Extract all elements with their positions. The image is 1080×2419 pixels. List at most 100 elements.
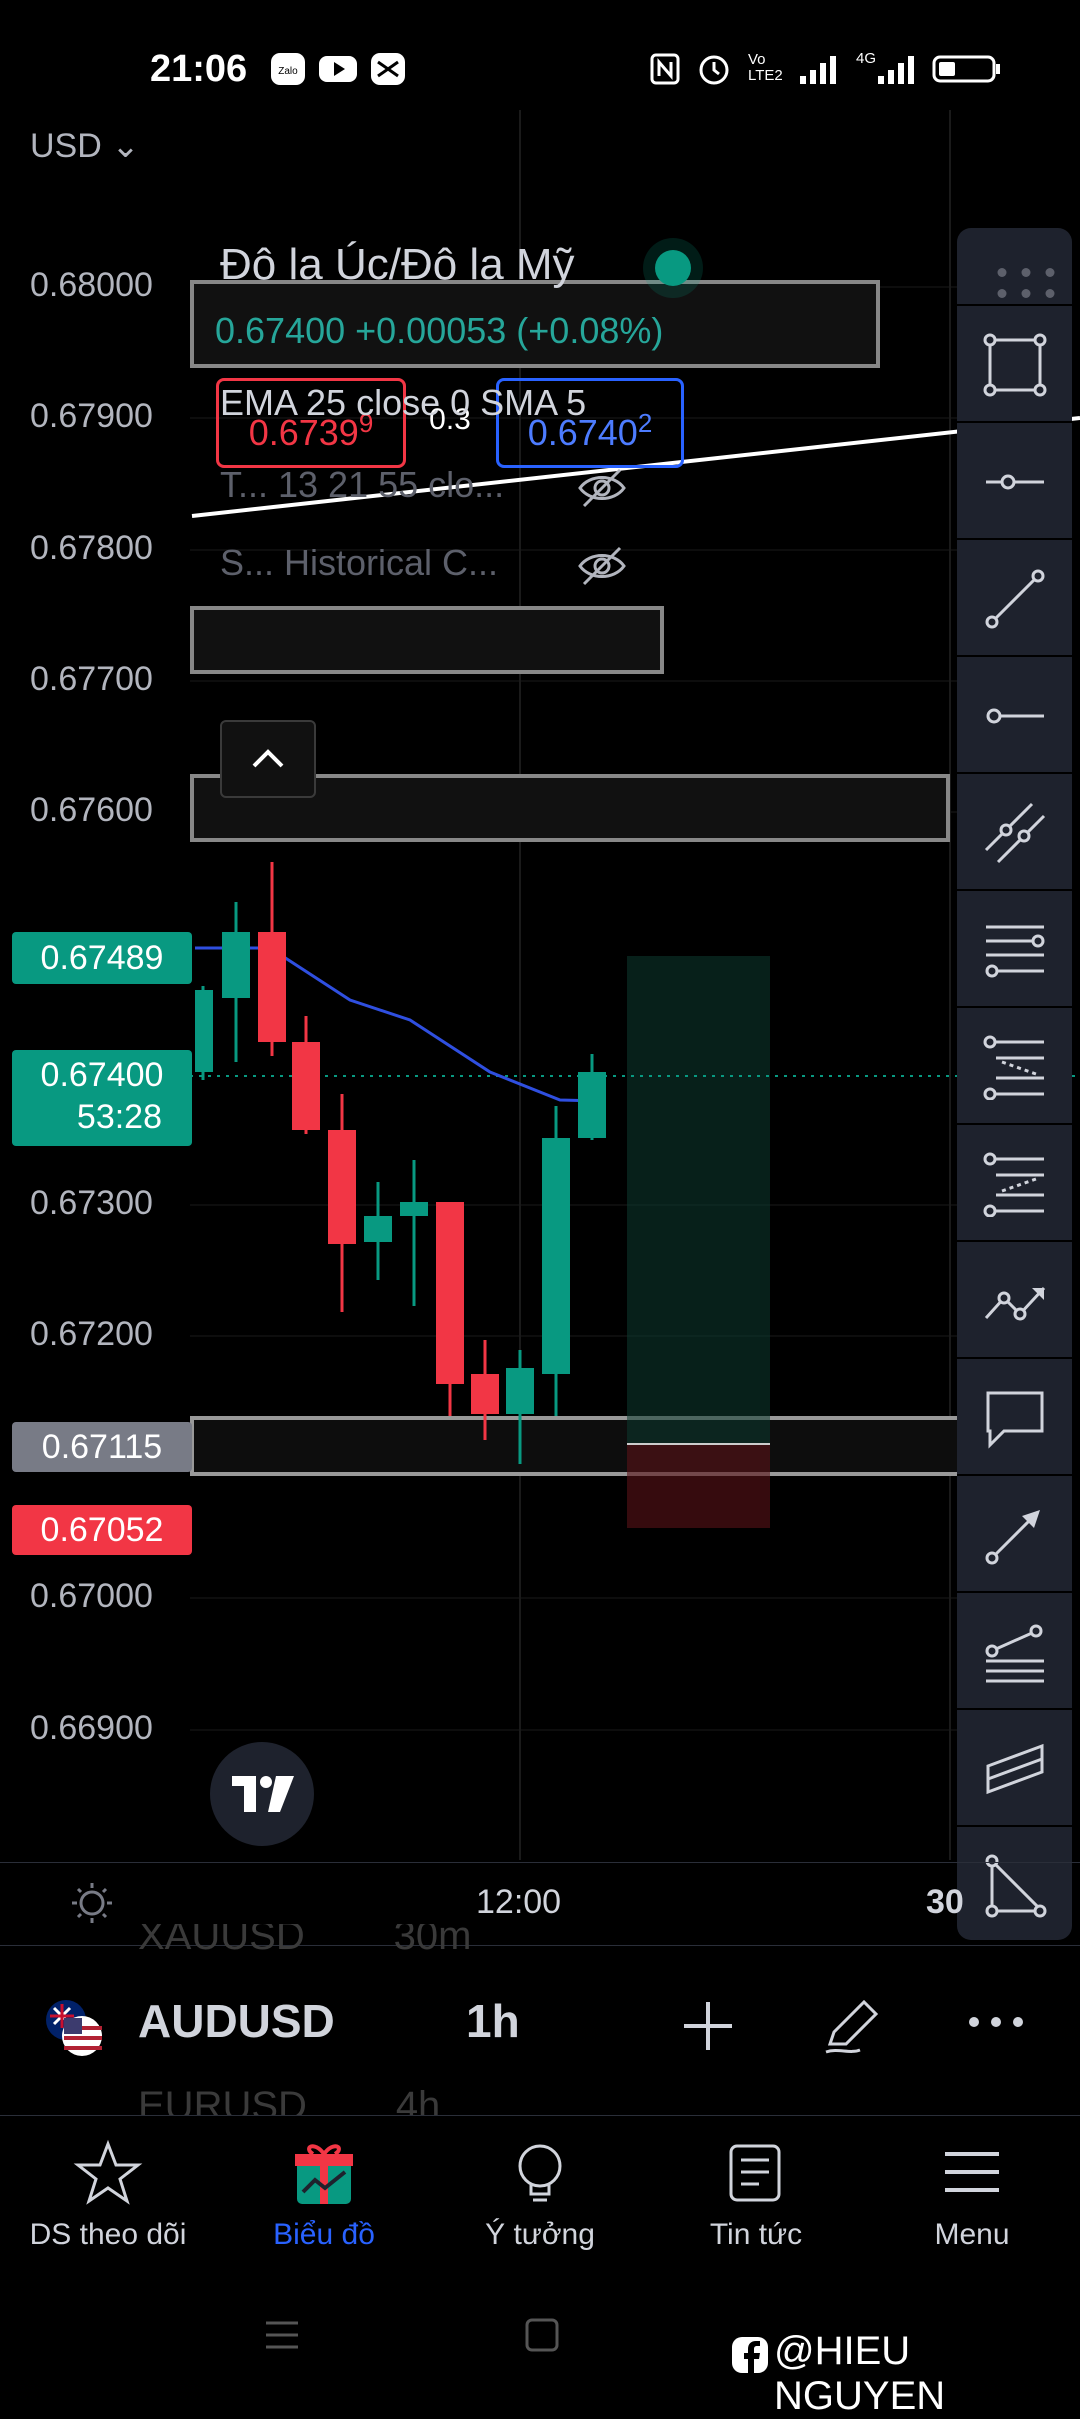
bar-countdown: 53:28	[76, 1098, 162, 1136]
price-axis-label: 0.67800	[30, 529, 153, 567]
drawn-rectangle-2[interactable]	[190, 774, 950, 842]
fib-fan-icon	[985, 1624, 1044, 1683]
indicator-hidden-1[interactable]: T... 13 21 55 clo...	[220, 464, 505, 505]
nav-label-active: Biểu đồ	[273, 2218, 375, 2251]
nav-chart[interactable]: Biểu đồ	[216, 2116, 432, 2286]
long-position-icon	[983, 1035, 1044, 1100]
hamburger-icon	[945, 2152, 999, 2192]
currency-selector[interactable]: USD ⌄	[30, 127, 140, 165]
horizontal-ray-icon	[986, 474, 1044, 490]
settings-sun-icon[interactable]	[70, 1881, 114, 1925]
nav-menu[interactable]: Menu	[864, 2116, 1080, 2286]
symbol-title[interactable]: Đô la Úc/Đô la Mỹ	[220, 240, 575, 289]
price-axis-label: 0.67600	[30, 791, 153, 829]
tool-rectangle[interactable]	[957, 304, 1072, 422]
zalo-icon: Zalo	[271, 53, 305, 85]
symbol-button[interactable]: AUDUSD	[138, 1995, 335, 2047]
indicator-hidden-2[interactable]: S... Historical C...	[220, 542, 499, 583]
more-icon[interactable]	[966, 2010, 1026, 2034]
gift-chart-icon	[295, 2144, 353, 2204]
nav-watchlist[interactable]: DS theo dõi	[0, 2116, 216, 2286]
plus-icon[interactable]	[680, 1998, 736, 2054]
price-tag-ema: 0.67489	[12, 932, 192, 984]
rectangle-icon	[983, 333, 1047, 397]
tool-fib-retracement[interactable]	[957, 889, 1072, 1007]
facebook-icon	[732, 2337, 768, 2373]
tool-arrow[interactable]	[957, 1474, 1072, 1592]
tool-fib-fan[interactable]	[957, 1591, 1072, 1709]
candlesticks[interactable]	[195, 862, 606, 1464]
nav-label: DS theo dõi	[29, 2218, 187, 2251]
pencil-icon[interactable]	[820, 1994, 884, 2058]
price-chart[interactable]	[0, 110, 1080, 1860]
signal-icon	[800, 56, 836, 84]
tradingview-logo[interactable]	[210, 1742, 314, 1846]
home-icon[interactable]	[522, 2315, 562, 2355]
volte-icon: Vo LTE2	[748, 51, 783, 84]
ema-line	[195, 946, 601, 1103]
drawn-rectangle-1[interactable]	[190, 606, 664, 674]
spread-value: 0.3	[429, 403, 471, 436]
price-tag-stop: 0.67052	[12, 1505, 192, 1555]
nav-ideas[interactable]: Ý tưởng	[432, 2116, 648, 2286]
nav-news[interactable]: Tin tức	[648, 2116, 864, 2286]
capcut-icon	[371, 53, 405, 85]
arrow-icon	[985, 1510, 1040, 1565]
drag-handle-icon	[997, 268, 1055, 298]
parallel-line-icon	[984, 802, 1046, 864]
tool-horizontal-line[interactable]	[957, 655, 1072, 773]
price-axis-label: 0.66900	[30, 1709, 153, 1747]
price-tag-level: 0.67115	[12, 1422, 192, 1472]
alarm-icon	[699, 55, 729, 85]
symbol-list-ghost-above: XAUUSD 30m	[138, 1924, 472, 1958]
svg-text:Zalo: Zalo	[278, 66, 298, 77]
price-axis-label: 0.67700	[30, 660, 153, 698]
chart-area[interactable]: USD ⌄	[0, 110, 1080, 1860]
sell-button[interactable]: 0.67399	[216, 378, 406, 468]
recent-apps-icon[interactable]	[262, 2315, 302, 2355]
bottom-nav: DS theo dõi Biểu đồ Ý tưởng Tin tức Menu	[0, 2115, 1080, 2286]
tool-triangle[interactable]	[957, 1825, 1072, 1943]
network-type: 4G	[856, 50, 877, 67]
buy-button[interactable]: 0.67402	[496, 378, 684, 468]
time-axis-label: 30	[926, 1883, 964, 1921]
time-axis[interactable]: 12:00 30	[0, 1862, 1080, 1943]
eye-slash-icon[interactable]	[576, 540, 628, 592]
nfc-icon	[650, 53, 680, 85]
interval-button[interactable]: 1h	[466, 1995, 520, 2047]
collapse-legend-button[interactable]	[220, 720, 316, 798]
triangle-icon	[985, 1854, 1047, 1918]
price-axis-label: 0.67300	[30, 1184, 153, 1222]
long-position-profit-zone[interactable]	[627, 956, 770, 1444]
toolbar-drag-handle[interactable]	[957, 228, 1072, 302]
signal-4g-icon	[878, 56, 914, 84]
tool-long-position[interactable]	[957, 1006, 1072, 1124]
au-us-flag-icon	[46, 2000, 102, 2056]
tool-comment[interactable]	[957, 1357, 1072, 1475]
symbol-list-ghost-below: EURUSD 4h	[138, 2084, 441, 2116]
price-axis-label: 0.67000	[30, 1577, 153, 1615]
youtube-icon	[319, 56, 357, 82]
tool-parallel-line[interactable]	[957, 772, 1072, 890]
tv-logo-icon	[232, 1776, 294, 1812]
drawn-rectangle-3[interactable]	[190, 1416, 964, 1476]
tool-parallel-channel[interactable]	[957, 1708, 1072, 1826]
chevron-up-icon	[252, 749, 284, 768]
path-icon	[984, 1286, 1046, 1321]
tool-trend-line[interactable]	[957, 538, 1072, 656]
status-time: 21:06	[150, 48, 248, 90]
nav-label: Menu	[934, 2218, 1010, 2251]
eye-slash-icon[interactable]	[576, 462, 628, 514]
price-axis-label: 0.67200	[30, 1315, 153, 1353]
comment-icon	[986, 1391, 1044, 1449]
news-icon	[729, 2144, 781, 2202]
long-position-loss-zone[interactable]	[627, 1444, 770, 1528]
tool-short-position[interactable]	[957, 1123, 1072, 1241]
indicator-ema-sma[interactable]: EMA 25 close 0 SMA 5	[220, 382, 587, 423]
tool-path[interactable]	[957, 1240, 1072, 1358]
price-axis-label: 0.67900	[30, 397, 153, 435]
battery-icon	[932, 55, 1000, 83]
drawing-toolbar	[957, 228, 1072, 1940]
lightbulb-icon	[518, 2144, 562, 2202]
tool-horizontal-ray[interactable]	[957, 421, 1072, 539]
